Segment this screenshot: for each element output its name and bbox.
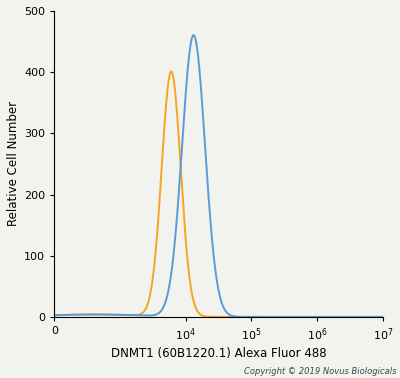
X-axis label: DNMT1 (60B1220.1) Alexa Fluor 488: DNMT1 (60B1220.1) Alexa Fluor 488: [111, 347, 326, 360]
Y-axis label: Relative Cell Number: Relative Cell Number: [7, 101, 20, 226]
Text: Copyright © 2019 Novus Biologicals: Copyright © 2019 Novus Biologicals: [244, 367, 396, 376]
